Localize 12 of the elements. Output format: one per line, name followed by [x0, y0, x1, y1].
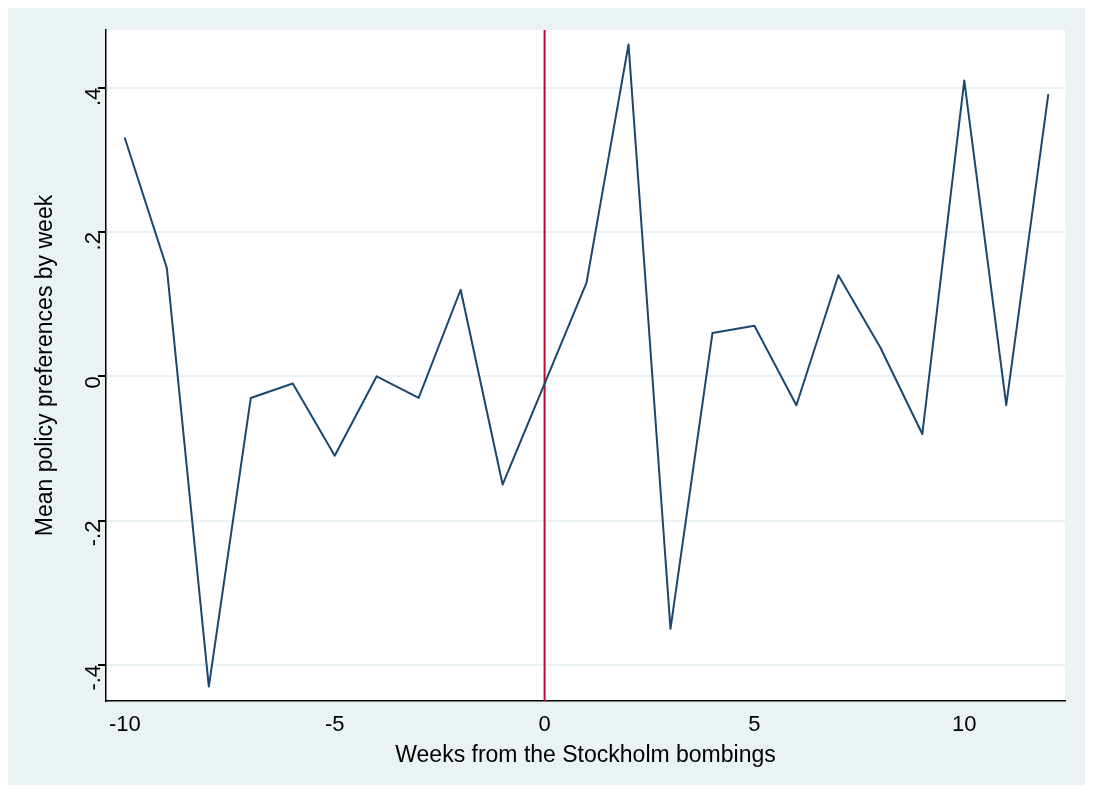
y-axis-title: Mean policy preferences by week [31, 194, 58, 537]
y-tick-label: 0 [80, 376, 106, 389]
y-tick-label: .4 [80, 87, 106, 107]
x-tick-label: -5 [324, 711, 345, 737]
x-tick-label: 0 [538, 711, 551, 737]
x-tick-label: 10 [952, 711, 977, 737]
x-axis-title: Weeks from the Stockholm bombings [395, 740, 776, 767]
y-tick-label: -.4 [80, 664, 106, 691]
y-tick-label: .2 [80, 232, 106, 251]
y-tick-label: -.2 [80, 520, 106, 547]
x-tick-label: -10 [108, 711, 141, 737]
x-tick-label: 5 [748, 711, 761, 737]
